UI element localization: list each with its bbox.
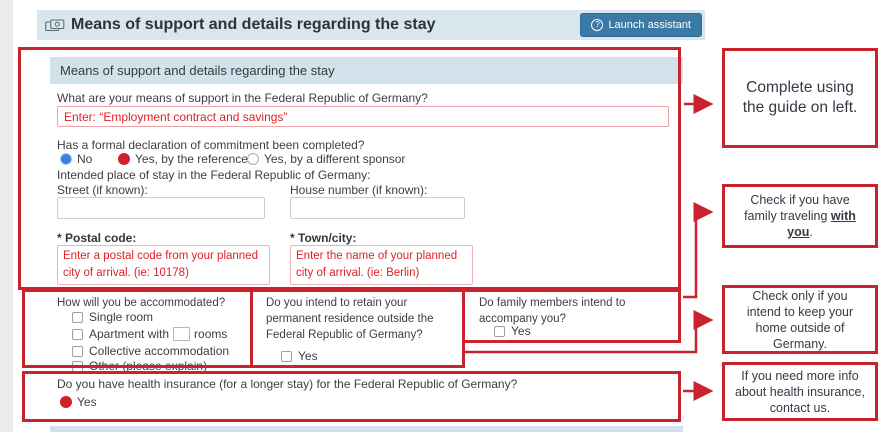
- red-marker-dot: [118, 153, 130, 165]
- next-section-band: [50, 426, 683, 432]
- checkbox-residence-yes[interactable]: [281, 350, 292, 362]
- checkbox-apartment[interactable]: [72, 328, 83, 340]
- form-section-header: Means of support and details regarding t…: [50, 57, 683, 84]
- money-icon: [45, 18, 65, 32]
- help-bubble-icon: ?: [591, 19, 604, 31]
- town-city-label: * Town/city:: [290, 231, 357, 245]
- support-input[interactable]: Enter: “Employment contract and savings”: [57, 106, 669, 127]
- family-yes-label: Yes: [511, 324, 531, 338]
- checkbox-collective[interactable]: [72, 345, 83, 357]
- accommodation-apartment[interactable]: Apartment with rooms: [72, 327, 227, 341]
- apartment-label: Apartment with: [89, 327, 170, 341]
- commitment-option-no[interactable]: No: [60, 152, 92, 166]
- launch-assistant-label: Launch assistant: [608, 19, 691, 31]
- other-label: Other (please explain): [89, 359, 208, 373]
- residence-yes-label: Yes: [298, 349, 318, 363]
- accommodation-question-label: How will you be accommodated?: [57, 297, 226, 309]
- radio-yes-sponsor-label: Yes, by a different sponsor: [264, 152, 406, 166]
- house-number-input[interactable]: [290, 197, 465, 219]
- note-family-traveling: Check if you have family traveling with …: [722, 184, 878, 248]
- radio-no-label: No: [77, 152, 93, 166]
- family-yes-option[interactable]: Yes: [494, 324, 531, 338]
- note-family-traveling-text: Check if you have family traveling with …: [744, 193, 856, 239]
- accommodation-other[interactable]: Other (please explain): [72, 359, 207, 373]
- residence-question-label: Do you intend to retain your permanent r…: [266, 297, 434, 341]
- note-complete-guide-text: Complete using the guide on left.: [742, 79, 858, 116]
- radio-yes-sponsor[interactable]: [247, 153, 259, 165]
- single-room-label: Single room: [89, 310, 154, 324]
- commitment-option-yes-sponsor[interactable]: Yes, by a different sponsor: [247, 152, 405, 166]
- note-keep-home-text: Check only if you intend to keep your ho…: [746, 288, 854, 351]
- commitment-option-yes-reference[interactable]: Yes, by the reference: [118, 152, 248, 166]
- note-complete-guide: Complete using the guide on left.: [722, 48, 878, 148]
- insurance-question-label: Do you have health insurance (for a long…: [57, 377, 518, 391]
- postal-code-input[interactable]: Enter a postal code from your planned ci…: [57, 245, 270, 285]
- checkbox-single-room[interactable]: [72, 311, 83, 323]
- page-title: Means of support and details regarding t…: [71, 16, 436, 33]
- insurance-red-marker-dot: [60, 396, 72, 408]
- launch-assistant-button[interactable]: ? Launch assistant: [580, 13, 702, 37]
- house-number-label: House number (if known):: [290, 183, 428, 197]
- rooms-label: rooms: [194, 327, 228, 341]
- insurance-yes-option[interactable]: Yes: [60, 395, 97, 409]
- checkbox-family-yes[interactable]: [494, 325, 505, 337]
- street-label: Street (if known):: [57, 183, 148, 197]
- rooms-count-input[interactable]: [173, 327, 191, 341]
- support-question-label: What are your means of support in the Fe…: [57, 91, 428, 105]
- collective-label: Collective accommodation: [89, 344, 230, 358]
- page-header: Means of support and details regarding t…: [37, 10, 705, 40]
- note-family-emphasis: with you: [787, 209, 856, 239]
- commitment-question-label: Has a formal declaration of commitment b…: [57, 138, 365, 152]
- street-input[interactable]: [57, 197, 265, 219]
- residence-yes-option[interactable]: Yes: [281, 349, 318, 363]
- note-keep-home: Check only if you intend to keep your ho…: [722, 285, 878, 354]
- note-health-insurance-text: If you need more info about health insur…: [735, 368, 865, 415]
- radio-no-selected[interactable]: [60, 153, 72, 165]
- intended-place-label: Intended place of stay in the Federal Re…: [57, 168, 371, 182]
- insurance-yes-label: Yes: [77, 395, 97, 409]
- accommodation-single-room[interactable]: Single room: [72, 310, 153, 324]
- page-left-gutter: [0, 0, 13, 432]
- accommodation-collective[interactable]: Collective accommodation: [72, 344, 229, 358]
- family-question-label: Do family members intend to accompany yo…: [479, 297, 626, 325]
- checkbox-other[interactable]: [72, 360, 83, 372]
- radio-yes-reference-label: Yes, by the reference: [135, 152, 248, 166]
- postal-code-label: * Postal code:: [57, 231, 137, 245]
- town-city-input[interactable]: Enter the name of your planned city of a…: [290, 245, 473, 285]
- note-health-insurance: If you need more info about health insur…: [722, 362, 878, 421]
